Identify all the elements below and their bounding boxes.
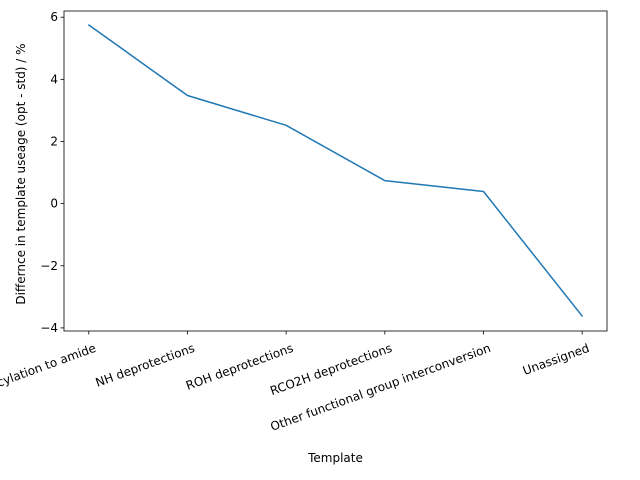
x-axis-label: Template: [307, 451, 363, 465]
y-tick-label: 4: [50, 72, 58, 86]
y-tick-label: −4: [40, 321, 58, 335]
x-tick-label: N-acylation to amide: [0, 341, 98, 397]
x-tick-label: Unassigned: [521, 341, 591, 378]
x-tick-label: NH deprotections: [94, 341, 197, 390]
y-axis-label: Differnce in template useage (opt - std)…: [14, 43, 28, 304]
y-tick-label: −2: [40, 259, 58, 273]
series-line: [88, 24, 583, 317]
y-axis: −4 −2 0 2 4 6: [40, 10, 64, 335]
plot-area: [63, 10, 608, 332]
y-tick-label: 0: [50, 197, 58, 211]
y-tick-label: 2: [50, 134, 58, 148]
plot-frame: [63, 10, 608, 332]
y-tick-label: 6: [50, 10, 58, 24]
